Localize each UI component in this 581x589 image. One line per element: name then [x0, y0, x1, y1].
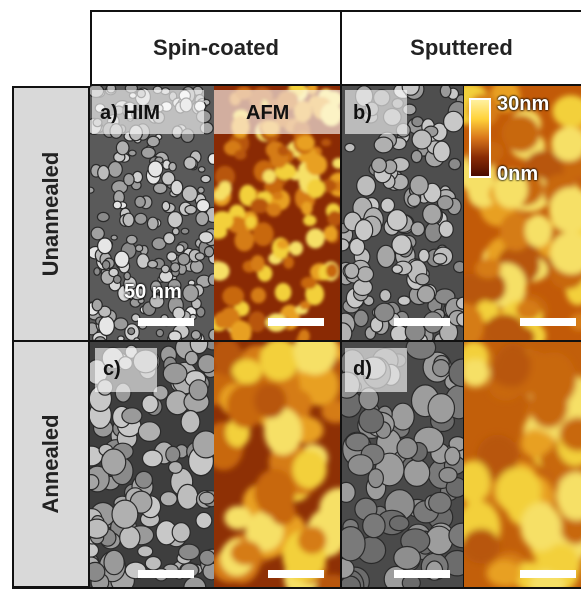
row-label-unannealed: Unannealed	[38, 151, 63, 277]
panel-label-d: d)	[345, 348, 407, 392]
colorbar	[469, 98, 491, 178]
afm-image-sputtered-annealed	[464, 342, 581, 588]
colorbar-max-label: 30nm	[497, 93, 550, 115]
scale-bar	[268, 570, 324, 578]
divider-bottom	[12, 587, 581, 589]
row-label-annealed-box: Annealed	[12, 340, 90, 588]
him-image-sputtered-unannealed	[342, 86, 464, 342]
scale-bar	[138, 318, 194, 326]
panel-label-b: b)	[345, 90, 407, 134]
scale-bar	[394, 318, 450, 326]
afm-image-spin-annealed	[214, 342, 342, 588]
scale-bar-label: 50 nm	[124, 281, 182, 303]
scale-bar	[394, 570, 450, 578]
scale-bar	[138, 570, 194, 578]
divider-right	[463, 86, 464, 589]
column-header-sputtered: Sputtered	[340, 10, 581, 86]
column-header-spin-coated: Spin-coated	[90, 10, 342, 86]
scale-bar	[268, 318, 324, 326]
divider-middle	[90, 340, 581, 342]
scale-bar	[520, 570, 576, 578]
row-label-unannealed-box: Unannealed	[12, 86, 90, 342]
panel-label-a: a) HIM	[92, 90, 204, 134]
panel-label-c: c)	[95, 348, 157, 392]
colorbar-min-label: 0nm	[497, 163, 539, 185]
panel-label-afm: AFM	[214, 90, 340, 134]
scale-bar	[520, 318, 576, 326]
divider-center	[340, 86, 342, 589]
row-label-annealed: Annealed	[38, 414, 63, 514]
